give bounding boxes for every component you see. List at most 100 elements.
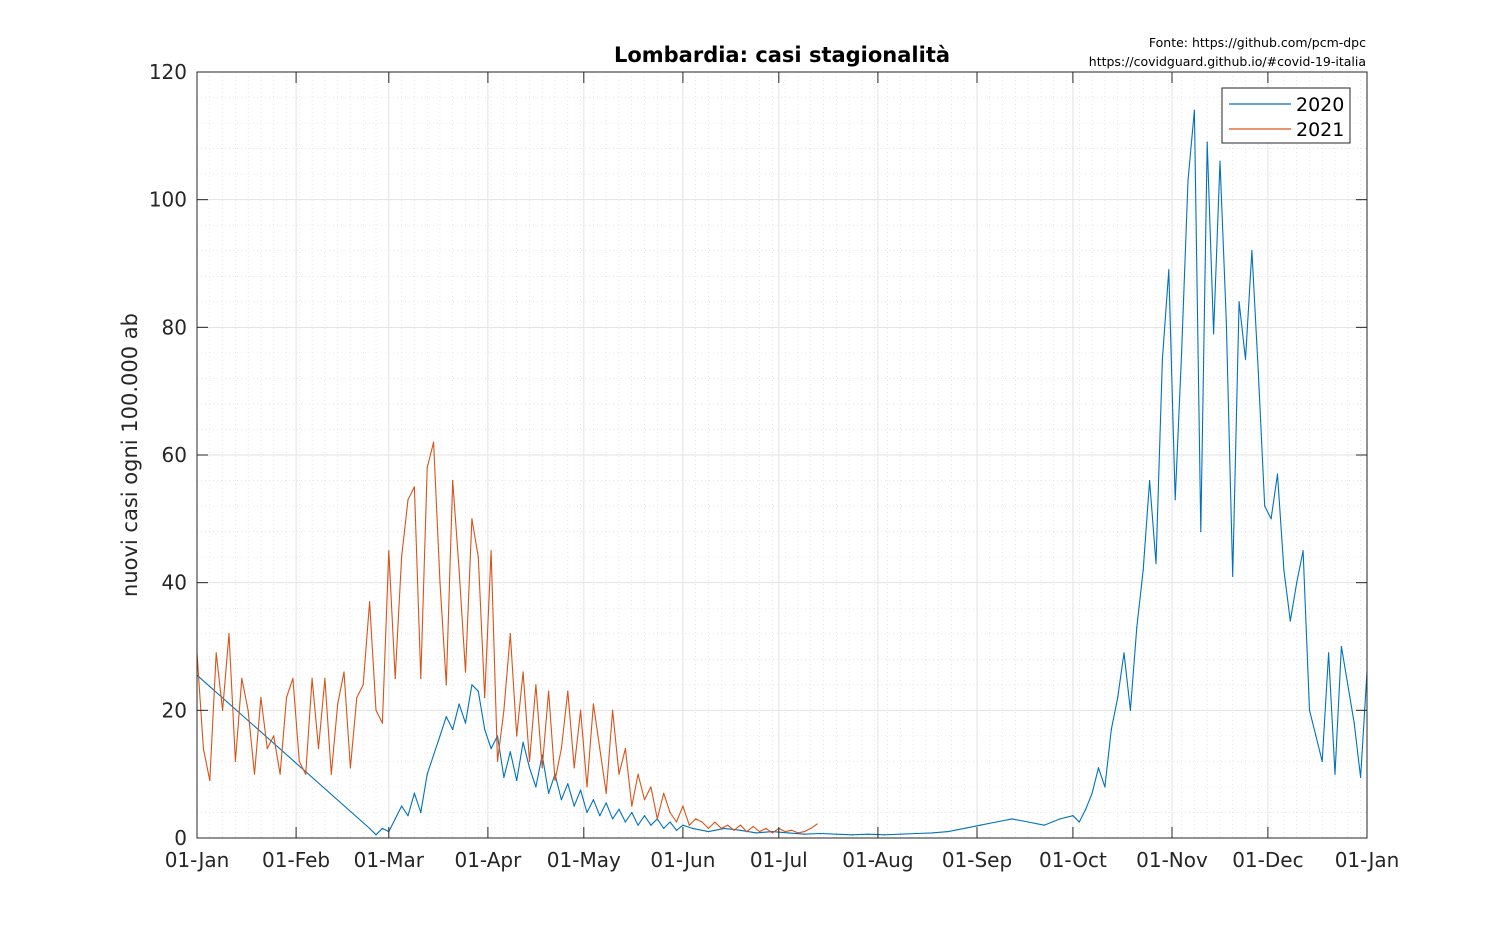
data-point bbox=[458, 569, 460, 571]
data-point bbox=[963, 827, 965, 830]
data-point bbox=[432, 754, 435, 756]
data-point bbox=[285, 696, 288, 699]
data-point bbox=[1011, 818, 1013, 820]
data-point bbox=[624, 821, 626, 823]
data-point bbox=[688, 824, 690, 826]
x-tick-label: 01-May bbox=[547, 848, 621, 872]
data-point bbox=[1110, 728, 1112, 731]
data-point bbox=[883, 834, 885, 836]
y-tick-label: 20 bbox=[162, 698, 187, 722]
data-point bbox=[445, 716, 447, 718]
data-point bbox=[516, 779, 518, 782]
x-tick-label: 01-Nov bbox=[1136, 848, 1208, 872]
data-point bbox=[784, 831, 786, 833]
data-point bbox=[1264, 505, 1266, 507]
data-point bbox=[1155, 562, 1157, 565]
data-point bbox=[541, 767, 543, 769]
data-point bbox=[1136, 626, 1138, 628]
data-point bbox=[1296, 582, 1298, 584]
data-point bbox=[209, 779, 211, 782]
data-point bbox=[1270, 518, 1272, 520]
data-point bbox=[573, 767, 575, 769]
data-point bbox=[979, 824, 981, 826]
data-point bbox=[1315, 735, 1317, 737]
y-tick-label: 60 bbox=[162, 443, 187, 467]
data-point bbox=[369, 827, 371, 830]
data-point bbox=[759, 831, 761, 833]
legend-label-2021: 2021 bbox=[1296, 119, 1344, 141]
data-point bbox=[915, 832, 917, 835]
data-point bbox=[1193, 109, 1195, 111]
data-point bbox=[528, 760, 531, 763]
data-point bbox=[631, 811, 633, 814]
data-point bbox=[202, 748, 204, 750]
data-point bbox=[548, 792, 550, 794]
data-point bbox=[464, 722, 467, 724]
data-point bbox=[797, 832, 799, 834]
data-point bbox=[567, 690, 569, 692]
data-point bbox=[810, 827, 812, 830]
data-point bbox=[503, 776, 505, 778]
data-point bbox=[554, 779, 556, 782]
x-tick-label: 01-Apr bbox=[454, 848, 522, 872]
series-line-2021 bbox=[196, 441, 818, 834]
data-point bbox=[420, 811, 422, 814]
data-point bbox=[790, 829, 793, 831]
data-point bbox=[803, 831, 805, 833]
data-point bbox=[643, 799, 646, 801]
legend[interactable]: 2020 2021 bbox=[1221, 87, 1351, 144]
data-point bbox=[851, 834, 853, 836]
data-point bbox=[701, 821, 703, 823]
data-point bbox=[1123, 652, 1125, 654]
data-point bbox=[471, 684, 473, 686]
x-tick-label: 01-Jan bbox=[165, 848, 230, 872]
data-point bbox=[1283, 569, 1285, 571]
data-point bbox=[221, 709, 224, 711]
data-point bbox=[605, 792, 607, 794]
data-point bbox=[394, 677, 396, 680]
data-point bbox=[567, 783, 569, 785]
data-point bbox=[1321, 760, 1323, 763]
data-point bbox=[330, 773, 332, 775]
data-point bbox=[381, 722, 384, 724]
data-point bbox=[496, 760, 499, 763]
series-points-2021 bbox=[196, 441, 818, 834]
data-point bbox=[1187, 179, 1189, 182]
chart-title: Lombardia: casi stagionalità bbox=[614, 43, 950, 67]
data-point bbox=[1168, 269, 1170, 271]
data-point bbox=[298, 760, 300, 763]
data-point bbox=[727, 824, 729, 826]
x-tick-label: 01-Dec bbox=[1232, 848, 1303, 872]
data-point bbox=[305, 773, 307, 775]
x-axis: 01-Jan 01-Feb 01-Mar 01-Apr 01-May 01-Jun 01-J… bbox=[165, 72, 1399, 872]
data-point bbox=[324, 677, 326, 680]
x-tick-label: 01-Feb bbox=[262, 848, 330, 872]
data-point bbox=[637, 773, 639, 775]
data-point bbox=[816, 823, 818, 825]
y-tick-label: 0 bbox=[174, 826, 187, 850]
data-point bbox=[1078, 821, 1080, 823]
data-point bbox=[1257, 371, 1259, 373]
data-point bbox=[458, 703, 460, 705]
data-point bbox=[445, 684, 447, 686]
source-line-1: Fonte: https://github.com/pcm-dpc bbox=[1149, 35, 1366, 50]
x-tick-label: 01-Aug bbox=[842, 848, 913, 872]
data-point bbox=[407, 815, 409, 817]
data-point bbox=[663, 792, 665, 794]
series-line-2020 bbox=[196, 109, 1368, 836]
data-point bbox=[311, 677, 313, 680]
data-point bbox=[586, 786, 588, 788]
data-point bbox=[400, 805, 403, 807]
data-point bbox=[522, 741, 524, 743]
data-point bbox=[1174, 499, 1176, 501]
data-point bbox=[803, 833, 805, 835]
data-point bbox=[413, 486, 415, 488]
data-point bbox=[1244, 358, 1247, 360]
data-point bbox=[381, 827, 384, 830]
data-point bbox=[317, 748, 320, 750]
legend-box bbox=[1221, 87, 1351, 144]
data-point bbox=[691, 827, 694, 830]
data-point bbox=[637, 824, 639, 826]
data-point bbox=[1200, 531, 1202, 533]
data-point bbox=[247, 709, 249, 711]
